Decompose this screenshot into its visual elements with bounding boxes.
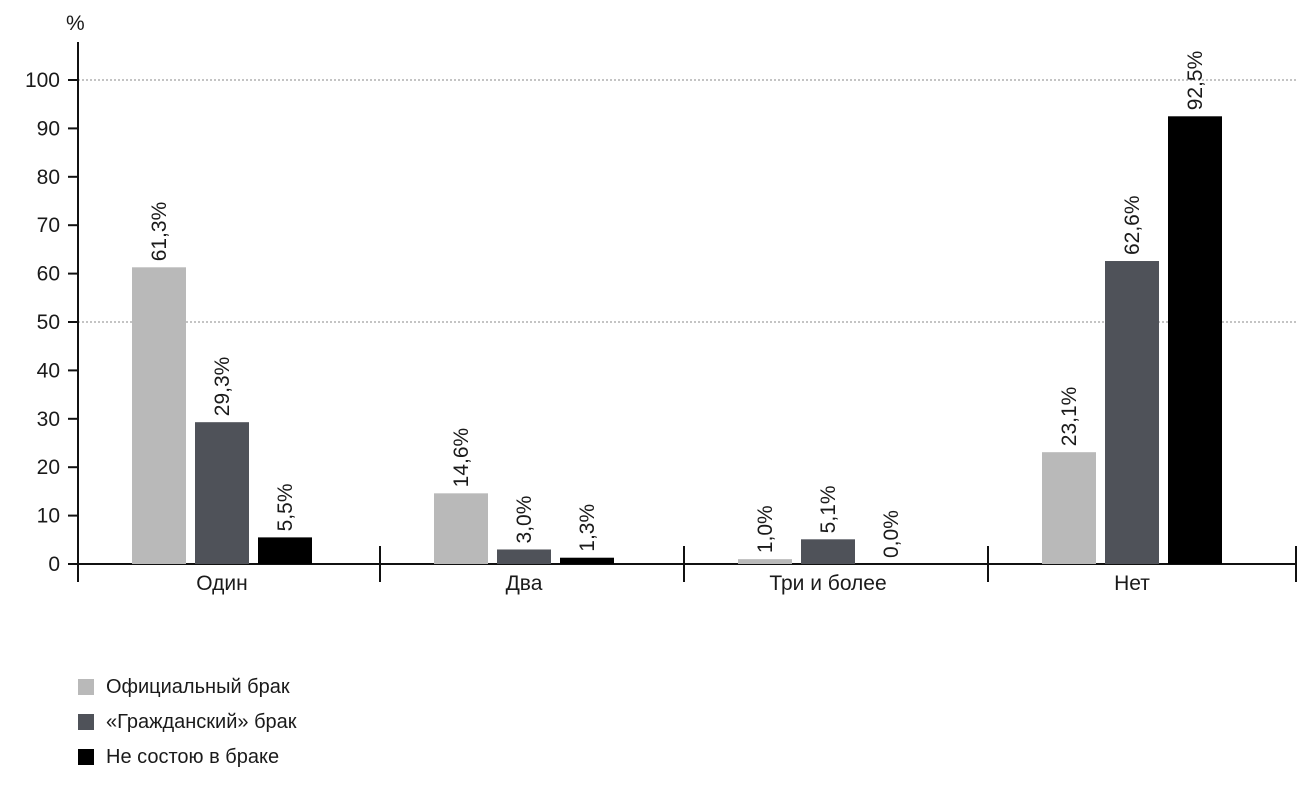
legend-swatch-civil [78, 714, 94, 730]
data-label-s0-c1: 14,6% [450, 428, 473, 488]
data-label-s2-c0: 5,5% [274, 484, 297, 532]
legend-label-official: Официальный брак [106, 675, 290, 698]
legend-swatch-official [78, 679, 94, 695]
bar-s2-c1 [560, 557, 614, 564]
legend-label-not-married: Не состою в браке [106, 745, 280, 768]
y-tick-label-50: 50 [37, 311, 60, 334]
bar-s1-c3 [1105, 261, 1159, 564]
bar-s0-c2 [738, 559, 792, 564]
y-tick-label-80: 80 [37, 166, 60, 189]
legend-item-not-married: Не состою в браке [78, 742, 297, 772]
legend-label-civil: «Гражданский» брак [106, 710, 297, 733]
data-label-s1-c1: 3,0% [513, 496, 536, 544]
legend-item-official: Официальный брак [78, 672, 297, 702]
data-label-s1-c0: 29,3% [211, 357, 234, 417]
bar-s2-c3 [1168, 116, 1222, 565]
legend-swatch-not-married [78, 749, 94, 765]
data-label-s0-c3: 23,1% [1058, 387, 1081, 447]
bar-s0-c3 [1042, 452, 1096, 564]
y-tick-label-0: 0 [48, 553, 60, 576]
data-label-s0-c0: 61,3% [148, 202, 171, 262]
y-axis-unit-label: % [66, 12, 85, 35]
data-label-s0-c2: 1,0% [754, 505, 777, 553]
data-label-s2-c1: 1,3% [576, 504, 599, 552]
x-category-label-0: Один [196, 572, 247, 595]
y-tick-label-70: 70 [37, 214, 60, 237]
bar-s0-c1 [434, 493, 488, 564]
bar-s2-c0 [258, 537, 312, 564]
bar-s1-c1 [497, 549, 551, 564]
data-label-s1-c2: 5,1% [817, 485, 840, 533]
y-tick-label-100: 100 [25, 69, 60, 92]
x-category-label-3: Нет [1114, 572, 1150, 595]
data-label-s2-c3: 92,5% [1184, 51, 1207, 111]
bar-s1-c2 [801, 539, 855, 564]
x-category-label-1: Два [506, 572, 543, 595]
legend-item-civil: «Гражданский» брак [78, 707, 297, 737]
legend: Официальный брак «Гражданский» брак Не с… [78, 672, 297, 772]
y-tick-label-60: 60 [37, 263, 60, 286]
y-tick-label-20: 20 [37, 456, 60, 479]
y-tick-label-30: 30 [37, 408, 60, 431]
y-tick-label-90: 90 [37, 117, 60, 140]
bar-s0-c0 [132, 267, 186, 564]
x-category-label-2: Три и более [769, 572, 886, 595]
y-tick-label-10: 10 [37, 505, 60, 528]
data-label-s2-c2: 0,0% [880, 510, 903, 558]
bar-s1-c0 [195, 422, 249, 564]
y-tick-label-40: 40 [37, 359, 60, 382]
data-label-s1-c3: 62,6% [1121, 195, 1144, 255]
